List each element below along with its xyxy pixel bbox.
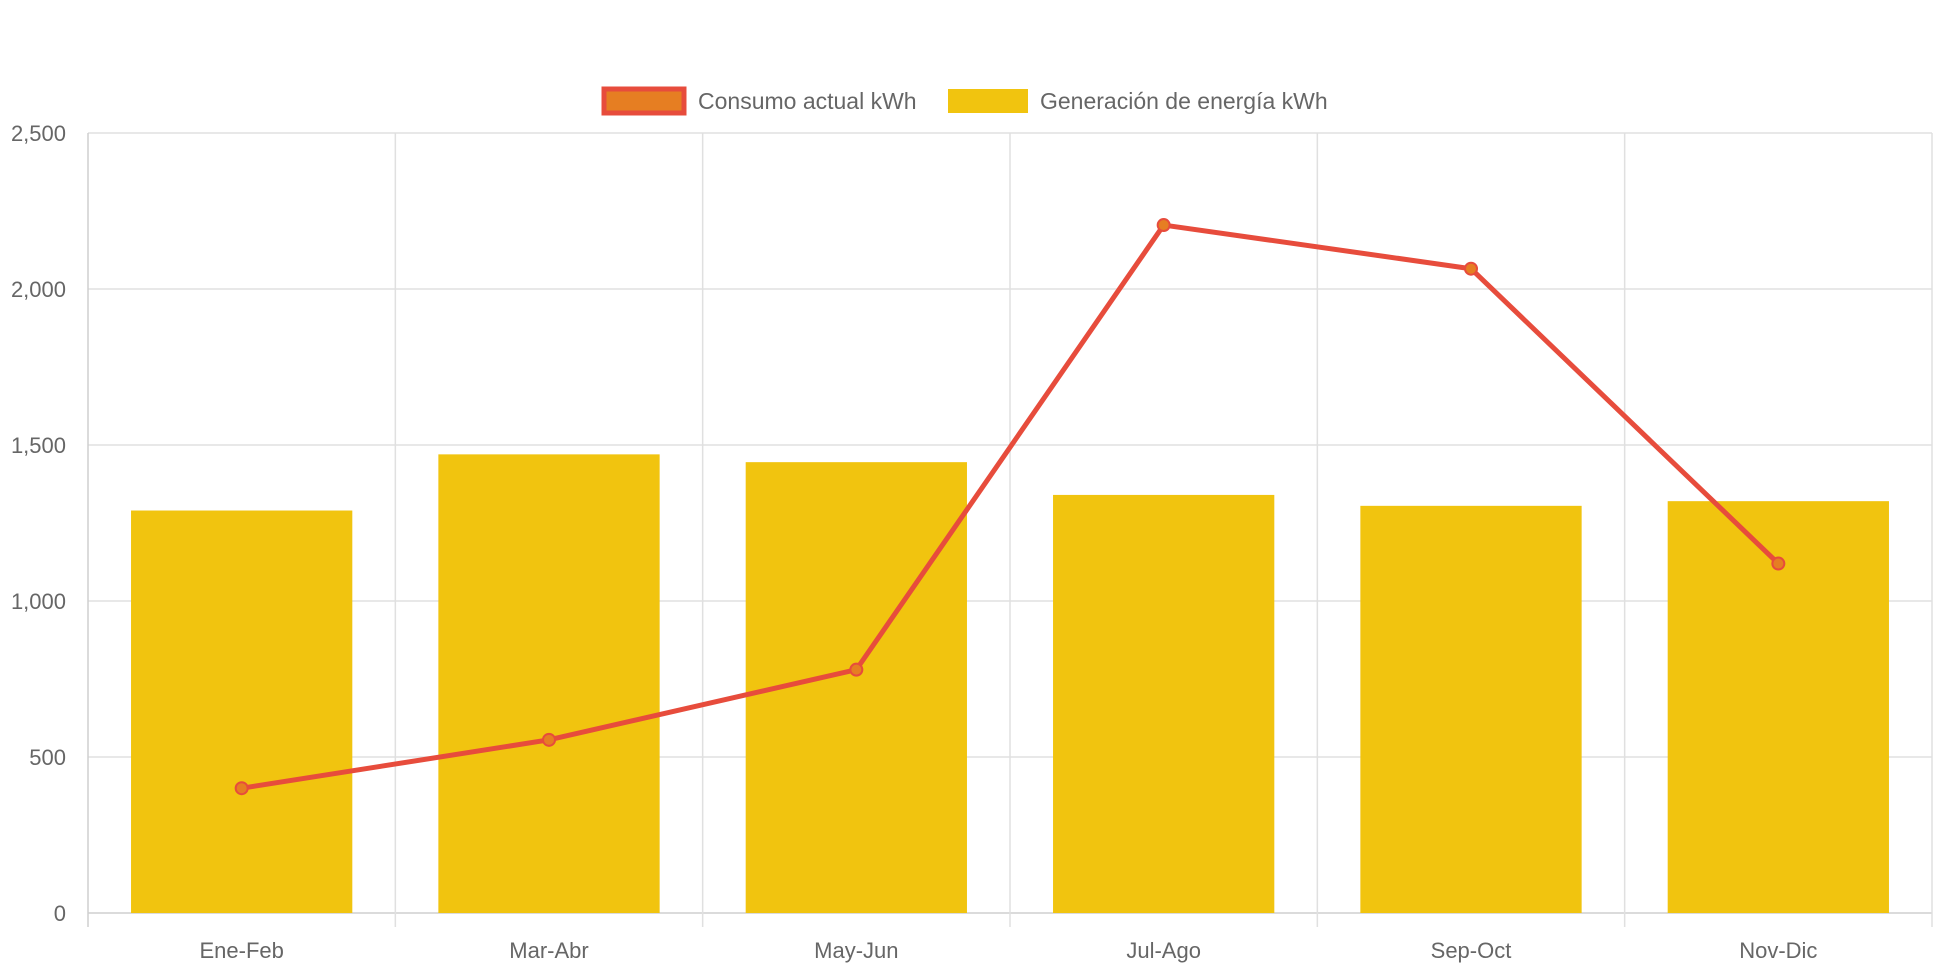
consumption-point-mar-abr[interactable]	[542, 732, 556, 747]
y-tick-label: 2,500	[11, 121, 66, 146]
grid	[87, 132, 1933, 927]
consumption-point-jul-ago[interactable]	[1156, 218, 1171, 233]
consumption-point-sep-oct[interactable]	[1464, 261, 1478, 276]
y-tick-label: 1,500	[11, 433, 66, 458]
x-tick-label: Mar-Abr	[509, 938, 588, 963]
bar-jul-ago[interactable]	[1053, 494, 1275, 913]
consumption-point-nov-dic[interactable]	[1771, 556, 1786, 571]
y-tick-label: 2,000	[11, 277, 66, 302]
bar-ene-feb[interactable]	[131, 510, 353, 913]
x-tick-label: Ene-Feb	[199, 938, 283, 963]
legend-swatch-consumo[interactable]	[601, 86, 687, 116]
line-series	[234, 218, 1786, 796]
y-tick-label: 1,000	[11, 589, 66, 614]
bar-series	[131, 454, 1889, 913]
x-tick-label: Nov-Dic	[1739, 938, 1817, 963]
legend-label-consumo[interactable]: Consumo actual kWh	[698, 88, 917, 114]
bar-sep-oct[interactable]	[1360, 505, 1582, 913]
x-tick-label: Jul-Ago	[1126, 938, 1201, 963]
consumption-line	[241, 222, 1781, 791]
legend-label-generacion[interactable]: Generación de energía kWh	[1040, 88, 1328, 114]
consumption-point-may-jun[interactable]	[849, 662, 864, 677]
x-tick-label: Sep-Oct	[1431, 938, 1512, 963]
legend[interactable]: Consumo actual kWh Generación de energía …	[601, 86, 1328, 116]
y-tick-label: 500	[29, 745, 66, 770]
legend-swatch-generacion[interactable]	[948, 89, 1028, 113]
axes: 0 500 1,000 1,500 2,000 2,500 Ene-Feb Mar-Abr Ma…	[11, 121, 1818, 963]
bar-mar-abr[interactable]	[438, 454, 660, 913]
consumption-point-ene-feb[interactable]	[234, 781, 249, 796]
y-tick-label: 0	[54, 901, 66, 926]
x-tick-label: May-Jun	[814, 938, 898, 963]
